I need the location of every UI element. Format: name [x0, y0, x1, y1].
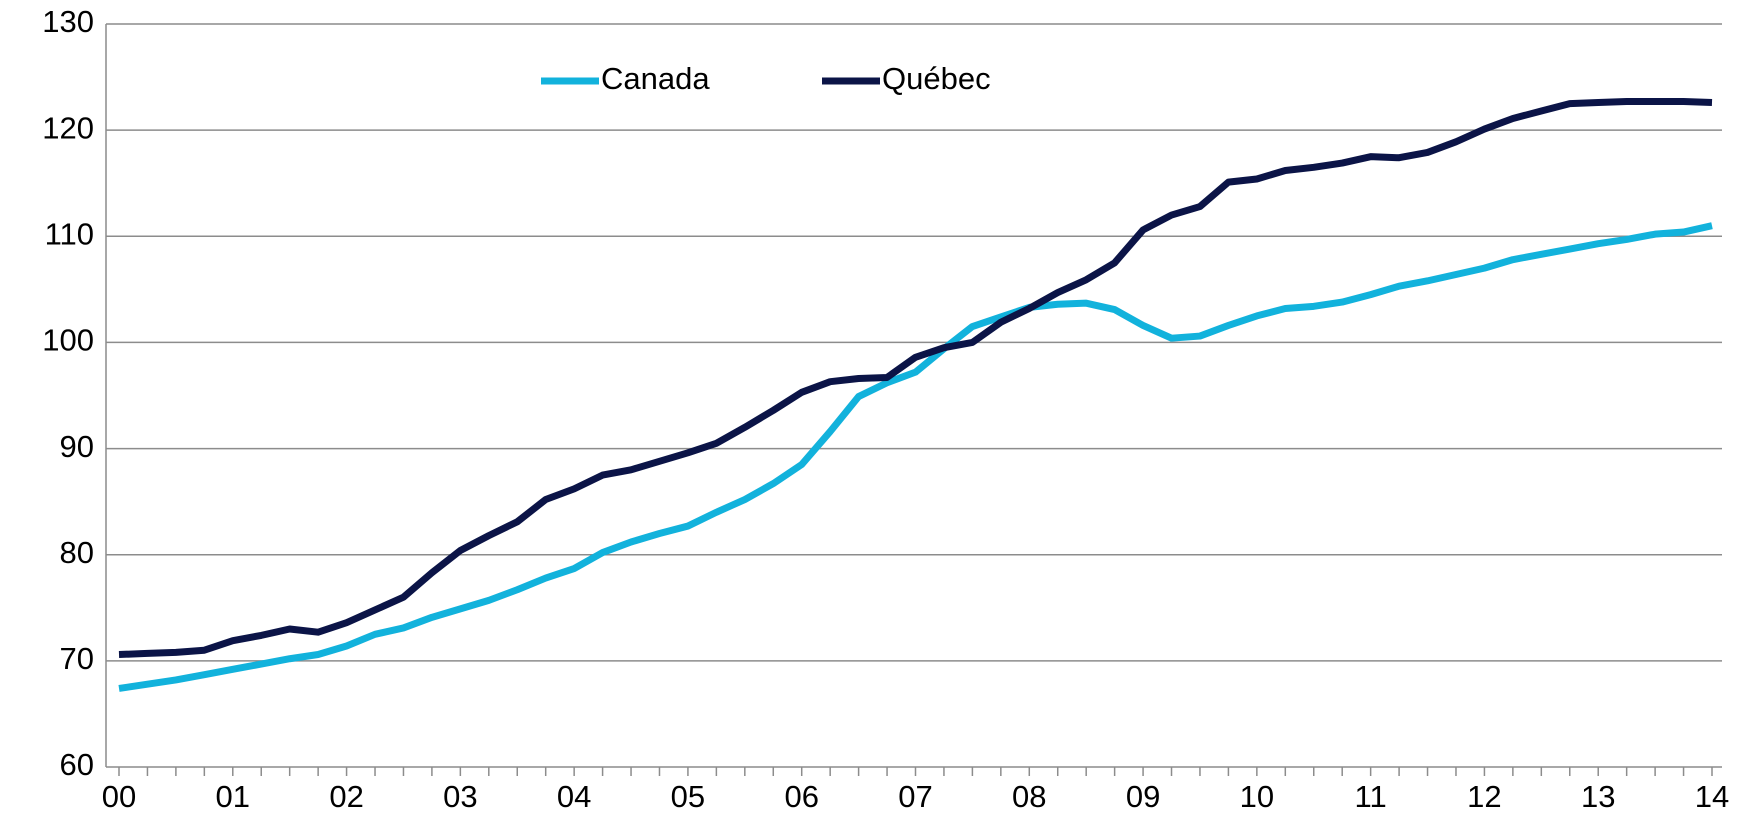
y-tick-label: 90 [60, 429, 94, 464]
x-tick-label: 05 [671, 779, 705, 814]
x-tick-label: 10 [1240, 779, 1274, 814]
x-tick-label: 13 [1581, 779, 1615, 814]
x-tick-label: 04 [557, 779, 591, 814]
x-tick-label: 09 [1126, 779, 1160, 814]
series-line [118, 97, 1713, 658]
legend-label: Québec [882, 61, 991, 96]
series-line [118, 222, 1713, 692]
x-tick-label: 11 [1355, 779, 1387, 814]
x-tick-label: 14 [1695, 779, 1729, 814]
x-tick-label: 06 [784, 779, 818, 814]
y-tick-label: 100 [42, 323, 94, 358]
x-tick-label: 00 [102, 779, 136, 814]
y-tick-label: 70 [60, 641, 94, 676]
x-tick-label: 08 [1012, 779, 1046, 814]
y-tick-label: 60 [60, 747, 94, 782]
x-tick-label: 07 [898, 779, 932, 814]
legend-label: Canada [601, 61, 710, 96]
x-tick-label: 01 [216, 779, 250, 814]
y-tick-label: 120 [42, 110, 94, 145]
x-tick-label: 03 [443, 779, 477, 814]
y-tick-label: 80 [60, 535, 94, 570]
x-tick-label: 02 [329, 779, 363, 814]
y-tick-label: 110 [45, 216, 94, 251]
y-tick-label: 130 [42, 4, 94, 39]
x-tick-label: 12 [1467, 779, 1501, 814]
